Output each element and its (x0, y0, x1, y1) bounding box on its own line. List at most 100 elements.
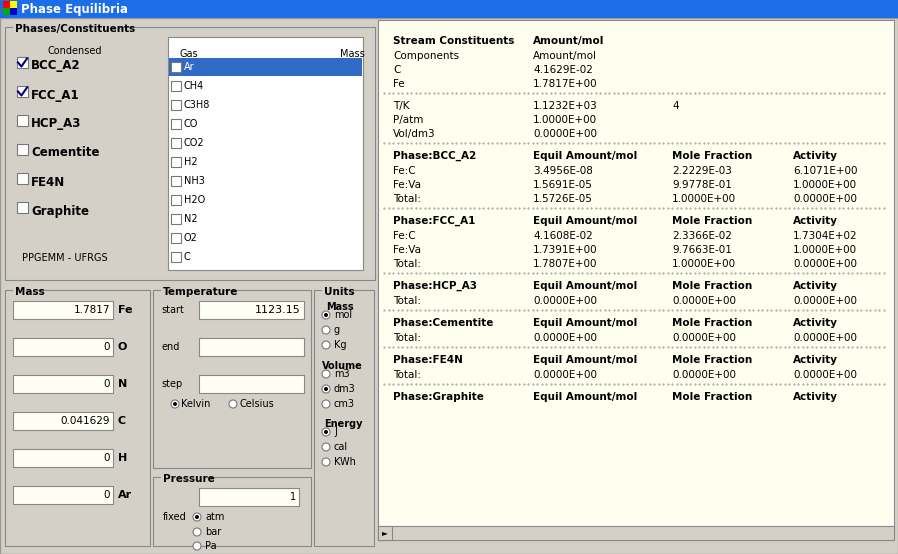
Text: BCC_A2: BCC_A2 (31, 59, 81, 73)
Text: 0.0000E+00: 0.0000E+00 (533, 296, 597, 306)
Bar (5, 27, 375, 280)
Text: FE4N: FE4N (31, 176, 66, 188)
Bar (171, 214, 181, 224)
Circle shape (324, 430, 328, 434)
Text: cm3: cm3 (334, 399, 355, 409)
Text: dm3: dm3 (334, 384, 356, 394)
Text: 0.0000E+00: 0.0000E+00 (793, 259, 857, 269)
Bar (314, 290, 374, 546)
Text: 1.7807E+00: 1.7807E+00 (533, 259, 597, 269)
Circle shape (322, 443, 330, 451)
Bar (322, 283, 353, 295)
Bar (17, 173, 28, 184)
Text: 1.0000E+00: 1.0000E+00 (793, 180, 857, 190)
Text: Phase:Graphite: Phase:Graphite (393, 392, 484, 402)
Text: ►: ► (382, 529, 388, 537)
Text: 0.0000E+00: 0.0000E+00 (533, 370, 597, 380)
Bar (171, 195, 181, 205)
Text: Phase Equilibria: Phase Equilibria (21, 3, 128, 16)
Text: Mole Fraction: Mole Fraction (672, 355, 753, 365)
Text: 1.5691E-05: 1.5691E-05 (533, 180, 593, 190)
Text: 1.5726E-05: 1.5726E-05 (533, 194, 593, 204)
Bar (161, 470, 207, 482)
Text: 0.0000E+00: 0.0000E+00 (533, 129, 597, 139)
Bar (153, 477, 311, 546)
Text: O2: O2 (184, 233, 198, 243)
Text: atm: atm (205, 512, 224, 522)
Text: 0.0000E+00: 0.0000E+00 (793, 296, 857, 306)
Text: Ar: Ar (184, 62, 195, 72)
Text: Mole Fraction: Mole Fraction (672, 392, 753, 402)
Text: 0: 0 (103, 379, 110, 389)
Text: Energy: Energy (324, 419, 363, 429)
Circle shape (322, 341, 330, 349)
Bar (169, 58, 362, 76)
Text: 1.0000E+00: 1.0000E+00 (793, 245, 857, 255)
Circle shape (229, 400, 237, 408)
Text: 4.1629E-02: 4.1629E-02 (533, 65, 593, 75)
Circle shape (322, 385, 330, 393)
Text: Graphite: Graphite (31, 204, 89, 218)
Text: m3: m3 (334, 369, 349, 379)
Text: 3.4956E-08: 3.4956E-08 (533, 166, 593, 176)
Bar (13, 283, 39, 295)
Text: step: step (161, 379, 182, 389)
Bar (378, 526, 894, 540)
Text: Activity: Activity (793, 392, 838, 402)
Circle shape (322, 326, 330, 334)
Text: 9.9778E-01: 9.9778E-01 (672, 180, 732, 190)
Bar (171, 176, 181, 186)
Circle shape (322, 400, 330, 408)
Text: 1.0000E+00: 1.0000E+00 (672, 259, 736, 269)
Text: 6.1071E+00: 6.1071E+00 (793, 166, 858, 176)
Bar (13, 375, 113, 393)
Bar (199, 375, 304, 393)
Text: Amount/mol: Amount/mol (533, 36, 604, 46)
Text: 0.041629: 0.041629 (60, 416, 110, 426)
Text: Volume: Volume (322, 361, 363, 371)
Bar (5, 290, 150, 546)
Bar (13, 301, 113, 319)
Text: bar: bar (205, 527, 221, 537)
Text: 1123.15: 1123.15 (255, 305, 301, 315)
Text: Kg: Kg (334, 340, 347, 350)
Text: Equil Amount/mol: Equil Amount/mol (533, 151, 638, 161)
Bar (17, 144, 28, 155)
Text: CO: CO (184, 119, 198, 129)
Text: N: N (118, 379, 128, 389)
Text: Amount/mol: Amount/mol (533, 51, 597, 61)
Circle shape (173, 402, 177, 406)
Text: 0.0000E+00: 0.0000E+00 (533, 333, 597, 343)
Text: Fe: Fe (118, 305, 133, 315)
Bar (3, 8, 10, 15)
Text: 1: 1 (290, 492, 296, 502)
Bar (171, 138, 181, 148)
Text: HCP_A3: HCP_A3 (31, 117, 82, 131)
Bar (13, 449, 113, 467)
Text: 1.1232E+03: 1.1232E+03 (533, 101, 598, 111)
Text: Vol/dm3: Vol/dm3 (393, 129, 436, 139)
Circle shape (193, 542, 201, 550)
Text: fixed: fixed (163, 512, 187, 522)
Text: 4.1608E-02: 4.1608E-02 (533, 231, 593, 241)
Text: mol: mol (334, 310, 352, 320)
Text: Fe:C: Fe:C (393, 231, 416, 241)
Text: Mole Fraction: Mole Fraction (672, 151, 753, 161)
Text: NH3: NH3 (184, 176, 205, 186)
Bar (171, 252, 181, 262)
Text: Ar: Ar (118, 490, 132, 500)
Text: 1.7817E+00: 1.7817E+00 (533, 79, 598, 89)
Text: Fe:Va: Fe:Va (393, 245, 421, 255)
Text: 2.3366E-02: 2.3366E-02 (672, 231, 732, 241)
Text: Units: Units (324, 287, 355, 297)
Bar (171, 233, 181, 243)
Text: C3H8: C3H8 (184, 100, 210, 110)
Text: 2.2229E-03: 2.2229E-03 (672, 166, 732, 176)
Text: C: C (118, 416, 126, 426)
Text: Stream Constituents: Stream Constituents (393, 36, 515, 46)
Bar (168, 37, 363, 270)
Text: 0.0000E+00: 0.0000E+00 (793, 370, 857, 380)
Circle shape (193, 528, 201, 536)
Text: Mole Fraction: Mole Fraction (672, 216, 753, 226)
Circle shape (324, 313, 328, 317)
